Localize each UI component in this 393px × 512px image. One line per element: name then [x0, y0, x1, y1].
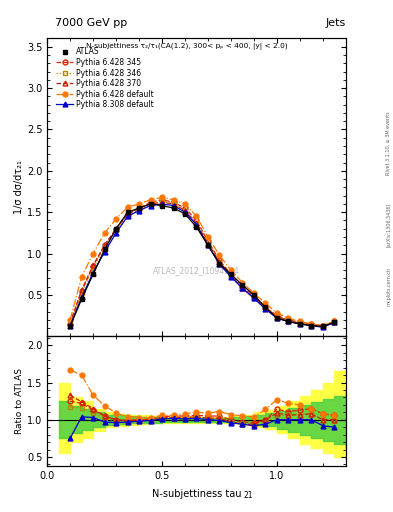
Text: N-subjettiness tau: N-subjettiness tau: [152, 489, 241, 499]
Text: N-subjettiness τ₂/τ₁(CA(1.2), 300< pₚ < 400, |y| < 2.0): N-subjettiness τ₂/τ₁(CA(1.2), 300< pₚ < …: [86, 43, 288, 50]
Text: mcplots.cern.ch: mcplots.cern.ch: [386, 267, 391, 306]
Y-axis label: Ratio to ATLAS: Ratio to ATLAS: [15, 368, 24, 434]
Text: 21: 21: [244, 491, 253, 500]
Legend: ATLAS, Pythia 6.428 345, Pythia 6.428 346, Pythia 6.428 370, Pythia 6.428 defaul: ATLAS, Pythia 6.428 345, Pythia 6.428 34…: [53, 45, 157, 112]
Text: 7000 GeV pp: 7000 GeV pp: [55, 17, 127, 28]
Text: Rivet 3.1.10, ≥ 3M events: Rivet 3.1.10, ≥ 3M events: [386, 112, 391, 175]
Text: Jets: Jets: [325, 17, 346, 28]
Text: [arXiv:1306.3436]: [arXiv:1306.3436]: [386, 203, 391, 247]
Text: ATLAS_2012_I1094564: ATLAS_2012_I1094564: [153, 266, 240, 275]
Y-axis label: 1/σ dσ/dτ₂₁: 1/σ dσ/dτ₂₁: [14, 160, 24, 215]
